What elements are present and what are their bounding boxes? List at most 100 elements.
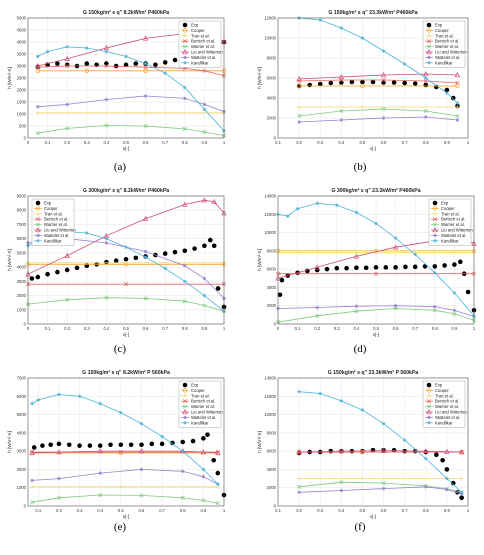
data-point — [297, 113, 302, 119]
data-point — [363, 265, 369, 271]
x-tick-label: 0.4 — [97, 508, 103, 513]
legend-label: Exp — [435, 23, 443, 28]
panel-label: (d) — [354, 343, 367, 355]
legend-label: Wattelet et al. — [435, 415, 460, 420]
data-point — [459, 476, 464, 481]
x-tick-label: 0.7 — [159, 508, 165, 513]
series-liu-and-witterton — [296, 447, 465, 455]
legend-swatch-marker — [426, 22, 432, 28]
data-point — [295, 207, 300, 211]
x-tick-label: 0.1 — [45, 326, 51, 331]
legend-item-wattelet-et-al: Wattelet et al. — [34, 233, 69, 238]
series-kandlikar — [36, 45, 226, 133]
legend-swatch-marker — [183, 34, 187, 38]
data-point — [339, 488, 344, 493]
axes-frame — [27, 377, 225, 507]
y-tick-label: 14000 — [264, 376, 276, 381]
data-point — [402, 438, 407, 442]
x-tick-label: 0.9 — [201, 326, 207, 331]
series-exp — [31, 432, 227, 498]
legend-item-kandlikar: Kandlikar — [425, 420, 453, 425]
data-point — [216, 482, 220, 486]
data-point — [180, 439, 186, 445]
x-tick-label: 0.9 — [444, 140, 450, 145]
data-point — [202, 293, 207, 298]
data-point — [459, 492, 464, 496]
data-point — [444, 448, 450, 454]
data-point — [279, 277, 285, 283]
x-tick-label: 0.5 — [373, 326, 379, 331]
data-point — [360, 83, 365, 89]
data-point — [85, 231, 89, 235]
x-tick-label: 0.6 — [381, 140, 387, 145]
data-point — [391, 447, 397, 453]
legend-item-liu-and-witterton: Liu and Witterton — [181, 409, 223, 415]
legend-item-tran-et-al: Tran et al. — [181, 33, 210, 38]
data-point — [381, 486, 386, 491]
data-point — [297, 484, 302, 489]
data-point — [403, 264, 408, 270]
x-tick-label: 0.6 — [393, 326, 399, 331]
data-point — [98, 492, 103, 498]
legend-item-kandlikar: Kandlikar — [34, 238, 62, 243]
data-point — [354, 265, 359, 271]
data-point — [40, 443, 45, 448]
legend-label: Cooper — [191, 388, 205, 393]
data-point — [138, 448, 145, 454]
chart-panel-f: 0 2000 4000 6000 8000 10000 12000 14000 0.1 0.2 0.… — [257, 370, 470, 533]
y-tick-label: 4000 — [17, 430, 27, 435]
y-tick-label: 6000 — [267, 76, 277, 81]
series-line — [27, 199, 225, 275]
y-tick-label: 1000 — [17, 112, 27, 117]
y-tick-label: 1000 — [17, 485, 27, 490]
x-tick-label: 0.3 — [317, 140, 323, 145]
data-point — [35, 131, 40, 136]
legend-item-bertsch-et-al: Bertsch et al. — [181, 399, 215, 404]
y-tick-label: 3500 — [17, 52, 27, 57]
chart-title: G 150kg/m² s q" 8.2kW/m² P 560kPa — [82, 370, 170, 376]
data-point — [215, 450, 221, 456]
data-point — [98, 471, 103, 475]
y-tick-label: 1500 — [17, 100, 27, 105]
x-tick-label: 0.4 — [353, 326, 359, 331]
data-point — [57, 476, 61, 481]
series-liu-and-witterton — [25, 197, 227, 277]
data-point — [381, 77, 386, 83]
data-point — [393, 236, 398, 240]
legend-item-tran-et-al: Tran et al. — [425, 393, 454, 398]
data-point — [36, 398, 41, 402]
y-tick-label: 2000 — [267, 116, 277, 121]
data-point — [139, 421, 144, 426]
data-point — [74, 265, 80, 271]
y-tick-label: 0 — [24, 322, 27, 327]
legend-swatch-marker — [35, 217, 41, 222]
data-point — [315, 313, 320, 318]
data-point — [97, 443, 103, 448]
x-tick-label: 0.1 — [275, 140, 281, 145]
x-tick-label: 0.2 — [64, 140, 70, 145]
y-tick-label: 12000 — [264, 212, 276, 217]
data-point — [202, 68, 207, 73]
data-point — [370, 447, 376, 453]
data-point — [202, 107, 207, 111]
legend-swatch-marker — [432, 200, 438, 206]
data-point — [297, 389, 301, 394]
legend-label: Wattelet et al. — [435, 55, 460, 60]
data-point — [445, 91, 449, 95]
legend-label: Kandlikar — [191, 420, 209, 425]
data-point — [381, 481, 386, 486]
data-point — [133, 255, 139, 261]
data-point — [458, 449, 465, 455]
legend-swatch-marker — [182, 409, 188, 415]
data-point — [30, 478, 34, 483]
data-point — [339, 108, 344, 114]
data-point — [104, 61, 109, 66]
series-wattelet-et-al — [297, 115, 460, 124]
legend-swatch-marker — [183, 55, 187, 60]
chart-title: G 150kg/m² s q" 8.2kW/m² P460kPa — [83, 10, 169, 16]
x-axis-label: x[-] — [373, 332, 379, 337]
legend-label: Tran et al. — [44, 211, 63, 216]
data-point — [123, 256, 129, 262]
